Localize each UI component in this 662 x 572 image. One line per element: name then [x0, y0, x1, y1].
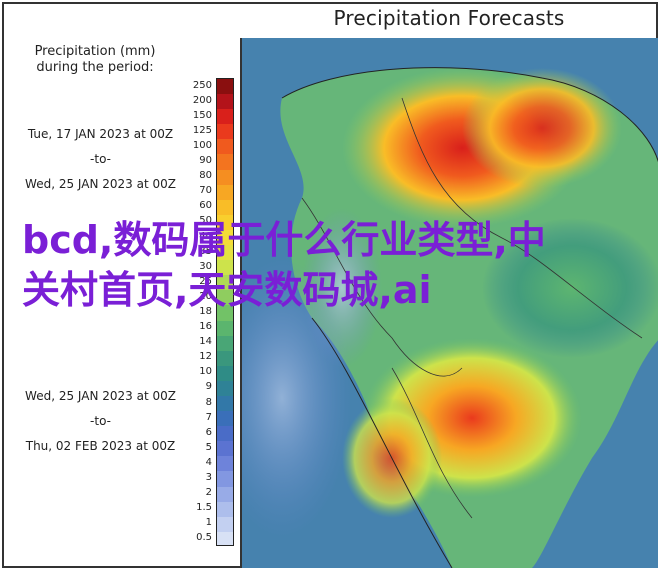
- precipitation-map-graphic: [242, 38, 658, 568]
- colorbar-swatch: [217, 154, 233, 170]
- colorbar-swatch: [217, 275, 233, 291]
- map-title: Precipitation Forecasts: [333, 6, 565, 30]
- colorbar-swatch: [217, 139, 233, 155]
- colorbar-tick-label: 70: [199, 185, 212, 197]
- colorbar-tick-label: 35: [199, 245, 212, 257]
- country-border: [391, 367, 473, 519]
- colorbar-tick-label: 5: [205, 441, 212, 453]
- forecast-period-1: Tue, 17 JAN 2023 at 00Z -to- Wed, 25 JAN…: [8, 122, 193, 197]
- colorbar-swatch: [217, 335, 233, 351]
- colorbar-tick-label: 14: [199, 336, 212, 348]
- colorbar-swatch: [217, 229, 233, 246]
- period-2-start: Wed, 25 JAN 2023 at 00Z: [25, 389, 176, 403]
- colorbar-swatch: [217, 305, 233, 321]
- colorbar-swatch: [217, 501, 233, 517]
- colorbar-swatch: [217, 531, 233, 545]
- country-border: [401, 97, 643, 339]
- precipitation-colorbar: [216, 78, 234, 546]
- colorbar-tick-label: 40: [199, 230, 212, 242]
- coastline: [311, 317, 453, 568]
- colorbar-swatch: [217, 169, 233, 185]
- heavy-rain-region-northeast: [462, 68, 622, 188]
- colorbar-swatch: [217, 94, 233, 110]
- colorbar-tick-label: 90: [199, 155, 212, 167]
- country-border: [301, 197, 463, 377]
- colorbar-tick-label: 16: [199, 321, 212, 333]
- legend-heading: Precipitation (mm) during the period:: [10, 44, 180, 76]
- colorbar-swatch: [217, 124, 233, 140]
- forecast-period-2: Wed, 25 JAN 2023 at 00Z -to- Thu, 02 FEB…: [8, 384, 193, 459]
- legend-heading-line1: Precipitation (mm): [34, 44, 156, 59]
- colorbar-tick-label: 200: [192, 94, 212, 106]
- legend-heading-line2: during the period:: [36, 60, 154, 75]
- watermark-overlay-text: bcd,数码属于什么行业类型,中关村首页,天安数码城,ai: [22, 218, 546, 312]
- precipitation-map: [240, 38, 658, 568]
- colorbar-tick-label: 150: [192, 109, 212, 121]
- colorbar-swatch: [217, 456, 233, 472]
- colorbar-tick-label: 30: [199, 260, 212, 272]
- colorbar-swatch: [217, 260, 233, 276]
- colorbar-tick-label: 80: [199, 170, 212, 182]
- colorbar-swatch: [217, 380, 233, 396]
- colorbar-tick-label: 1: [205, 517, 212, 529]
- colorbar-tick-label: 8: [205, 396, 212, 408]
- colorbar-tick-label: 50: [199, 215, 212, 227]
- colorbar-swatch: [217, 471, 233, 487]
- colorbar-swatch: [217, 426, 233, 442]
- colorbar-tick-label: 18: [199, 306, 212, 317]
- colorbar-swatch: [217, 486, 233, 502]
- colorbar-swatch: [217, 395, 233, 412]
- colorbar-tick-label: 10: [199, 366, 212, 378]
- colorbar-swatch: [217, 350, 233, 366]
- colorbar-tick-label: 3: [205, 472, 212, 484]
- colorbar-swatch: [217, 214, 233, 230]
- period-1-connector: -to-: [90, 152, 111, 166]
- colorbar-swatch: [217, 320, 233, 336]
- colorbar-swatch: [217, 516, 233, 532]
- colorbar-swatch: [217, 441, 233, 457]
- colorbar-tick-label: 12: [199, 351, 212, 363]
- colorbar-swatch: [217, 109, 233, 125]
- colorbar-tick-label: 6: [205, 426, 212, 438]
- colorbar-tick-label: 125: [192, 124, 212, 136]
- colorbar-tick-label: 1.5: [196, 502, 212, 514]
- colorbar-tick-label: 100: [192, 139, 212, 151]
- dry-ocean-region: [242, 258, 352, 538]
- colorbar-swatch: [217, 199, 233, 215]
- colorbar-swatch: [217, 290, 233, 306]
- colorbar-swatch: [217, 365, 233, 381]
- period-2-end: Thu, 02 FEB 2023 at 00Z: [25, 439, 176, 453]
- colorbar-tick-label: 7: [205, 411, 212, 423]
- moderate-rain-region: [482, 218, 658, 358]
- colorbar-swatch: [217, 184, 233, 200]
- colorbar-tick-label: 60: [199, 200, 212, 212]
- colorbar-tick-label: 25: [199, 275, 212, 287]
- colorbar-tick-label: 20: [199, 290, 212, 302]
- colorbar-tick-label: 4: [205, 456, 212, 468]
- period-1-end: Wed, 25 JAN 2023 at 00Z: [25, 177, 176, 191]
- colorbar-swatch: [217, 79, 233, 95]
- colorbar-tick-label: 0.5: [196, 532, 212, 544]
- colorbar-tick-label: 250: [192, 79, 212, 91]
- colorbar-tick-label: 2: [205, 487, 212, 499]
- colorbar-swatch: [217, 411, 233, 427]
- colorbar-swatch: [217, 245, 233, 261]
- colorbar-tick-label: 9: [205, 381, 212, 393]
- period-1-start: Tue, 17 JAN 2023 at 00Z: [27, 127, 174, 141]
- coastline: [281, 67, 658, 163]
- period-2-connector: -to-: [90, 414, 111, 428]
